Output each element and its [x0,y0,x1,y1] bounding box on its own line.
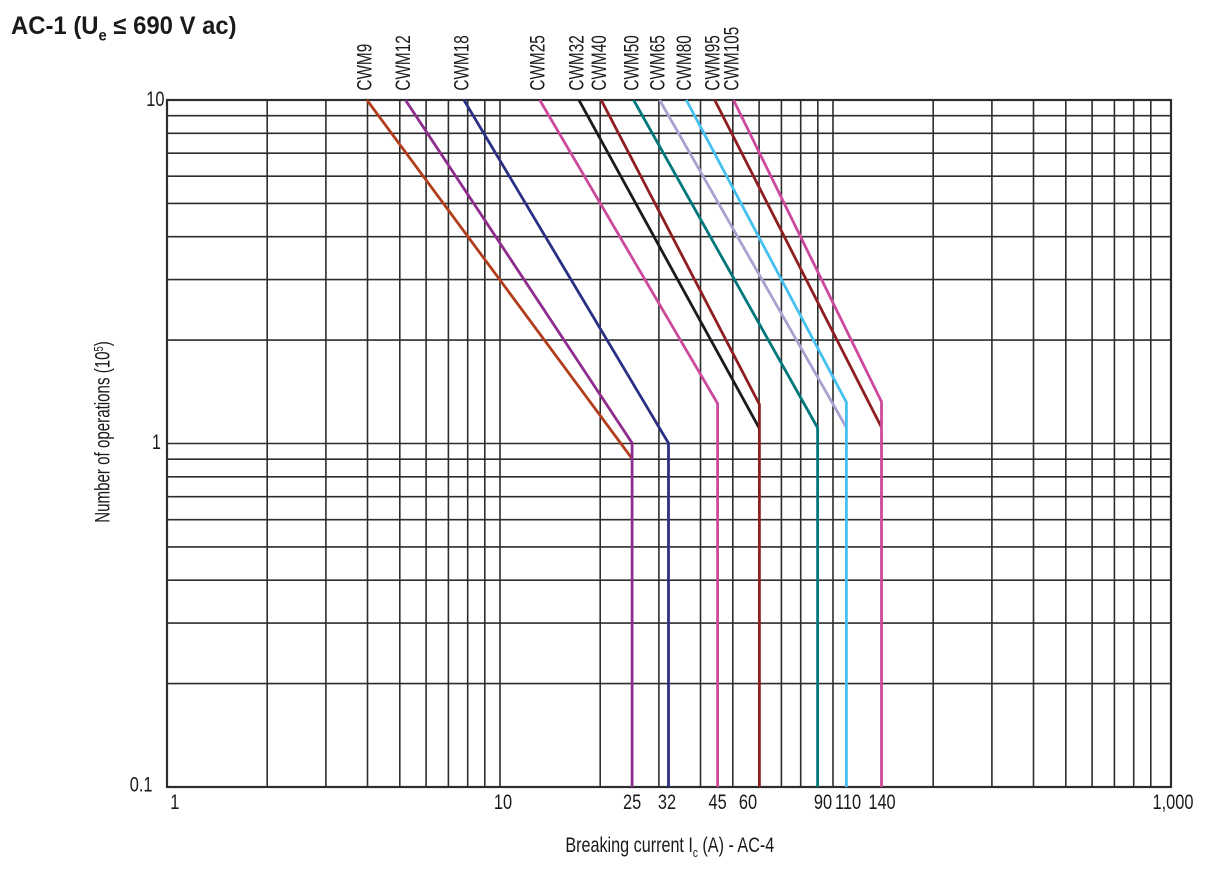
svg-text:10: 10 [494,790,512,813]
svg-text:90: 90 [814,790,832,813]
svg-text:110: 110 [835,790,861,813]
svg-text:CWM25: CWM25 [525,35,549,90]
svg-text:AC-1 (Ue ≤ 690 V ac): AC-1 (Ue ≤ 690 V ac) [11,13,237,45]
svg-text:0.1: 0.1 [130,772,153,795]
svg-text:1,000: 1,000 [1153,790,1194,813]
svg-text:CWM65: CWM65 [645,35,669,90]
svg-text:CWM50: CWM50 [619,35,643,90]
svg-text:60: 60 [739,790,757,813]
svg-text:1: 1 [152,430,161,453]
svg-text:25: 25 [623,790,641,813]
svg-text:32: 32 [658,790,676,813]
svg-text:CWM95: CWM95 [700,35,724,90]
svg-text:CWM12: CWM12 [391,35,415,90]
svg-text:Number of operations (105): Number of operations (105) [90,341,114,523]
svg-text:Breaking current Ic (A) - AC-4: Breaking current Ic (A) - AC-4 [565,833,774,860]
svg-text:CWM105: CWM105 [719,27,743,91]
svg-text:CWM40: CWM40 [587,35,611,90]
svg-text:1: 1 [170,790,179,813]
svg-text:CWM9: CWM9 [352,44,376,91]
svg-text:CWM80: CWM80 [672,35,696,90]
svg-text:140: 140 [868,790,895,813]
svg-text:CWM18: CWM18 [449,35,473,90]
svg-text:CWM32: CWM32 [564,35,588,90]
svg-text:45: 45 [708,790,726,813]
svg-text:10: 10 [146,87,164,110]
